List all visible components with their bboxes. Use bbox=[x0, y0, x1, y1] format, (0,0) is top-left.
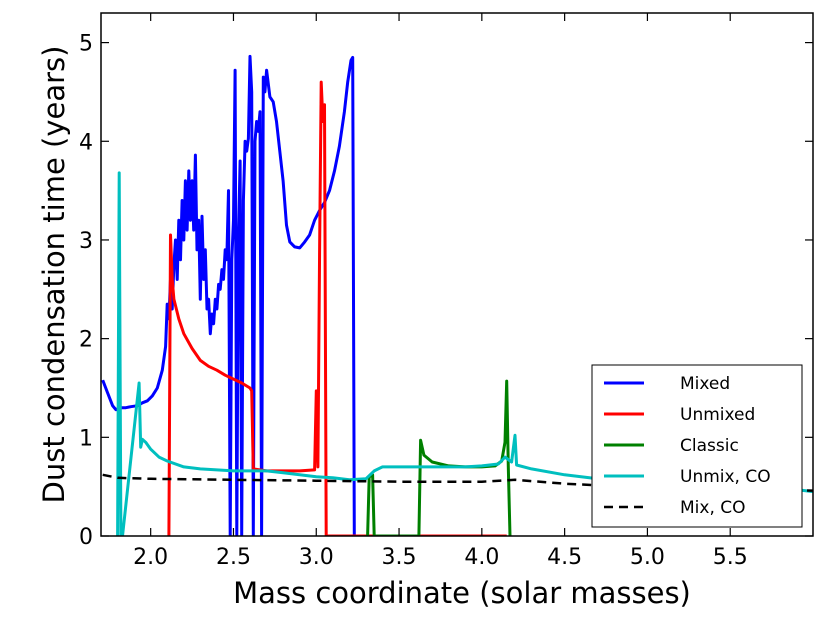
y-axis-label: Dust condensation time (years) bbox=[37, 46, 71, 504]
y-tick-label: 2 bbox=[79, 328, 93, 353]
x-tick-label: 2.0 bbox=[133, 545, 168, 570]
series-line-classic bbox=[366, 379, 512, 536]
legend-label: Classic bbox=[680, 436, 739, 456]
x-tick-label: 3.5 bbox=[382, 545, 417, 570]
series-line-unmixed bbox=[167, 80, 507, 536]
y-tick-label: 5 bbox=[79, 32, 93, 57]
y-tick-label: 3 bbox=[79, 229, 93, 254]
y-tick-label: 4 bbox=[79, 130, 93, 155]
x-tick-label: 3.0 bbox=[299, 545, 334, 570]
legend-label: Mixed bbox=[680, 374, 730, 394]
plot-frame bbox=[100, 12, 814, 537]
y-tick-label: 1 bbox=[79, 426, 93, 451]
y-tick-label: 0 bbox=[79, 525, 93, 550]
legend-label: Unmix, CO bbox=[680, 467, 771, 487]
x-tick-label: 5.0 bbox=[630, 545, 665, 570]
x-tick-label: 2.5 bbox=[216, 545, 251, 570]
legend-label: Unmixed bbox=[680, 405, 755, 425]
x-axis-label: Mass coordinate (solar masses) bbox=[233, 576, 691, 610]
legend-label: Mix, CO bbox=[680, 498, 746, 518]
series-line-unmix-co bbox=[116, 171, 813, 536]
x-tick-label: 4.0 bbox=[464, 545, 499, 570]
x-tick-label: 5.5 bbox=[713, 545, 748, 570]
legend: Mixed Unmixed Classic Unmix, CO Mix, CO bbox=[591, 364, 803, 528]
x-tick-label: 4.5 bbox=[547, 545, 582, 570]
axes-layer: 2.0 2.5 3.0 3.5 4.0 4.5 5.0 5.5 0 1 2 3 4 5 Mass coord… bbox=[37, 12, 814, 610]
